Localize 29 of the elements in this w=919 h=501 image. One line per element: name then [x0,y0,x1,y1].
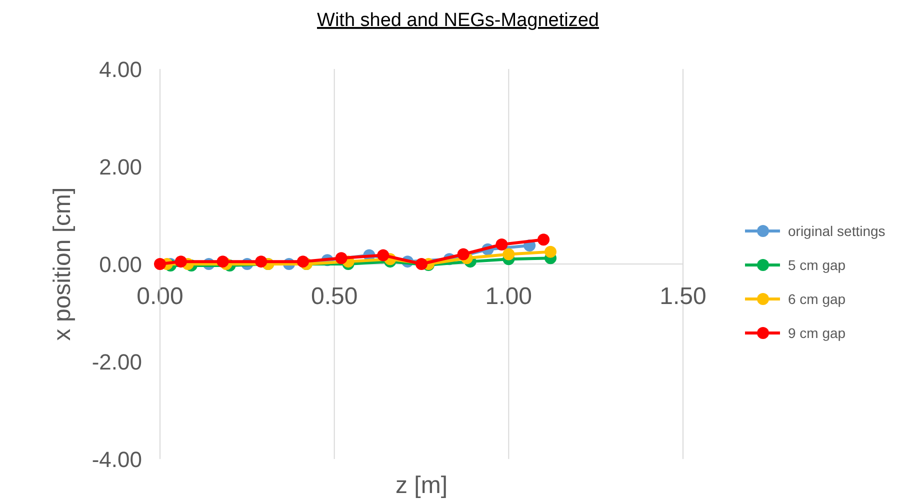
point [457,248,470,260]
x-axis-title: z [m] [396,472,448,499]
point [416,258,428,270]
point [335,252,348,264]
point [216,256,229,268]
point [502,248,515,260]
point [174,256,187,268]
y-axis-title: x position [cm] [49,187,76,341]
x-tick-label: 0.00 [136,283,184,310]
y-tick-label: -2.00 [92,350,142,374]
y-tick-label: -4.00 [92,447,142,472]
point [538,234,550,246]
y-tick-label: 4.00 [99,57,142,82]
point [255,256,268,268]
legend-label: original settings [788,223,886,239]
legend-label: 5 cm gap [788,257,846,273]
point [296,256,309,268]
point [496,238,508,250]
y-tick-label: 2.00 [99,154,142,180]
x-tick-label: 1.00 [485,283,532,310]
point [154,258,166,270]
x-tick-label: 0.50 [310,283,358,310]
x-tick-label: 1.50 [660,283,706,310]
y-tick-label: 0.00 [99,252,142,277]
legend-label: 6 cm gap [788,291,846,307]
point [377,249,390,262]
chart-title: With shed and NEGs-Magnetized [317,10,599,31]
legend-label: 9 cm gap [788,325,846,341]
point [544,246,557,258]
